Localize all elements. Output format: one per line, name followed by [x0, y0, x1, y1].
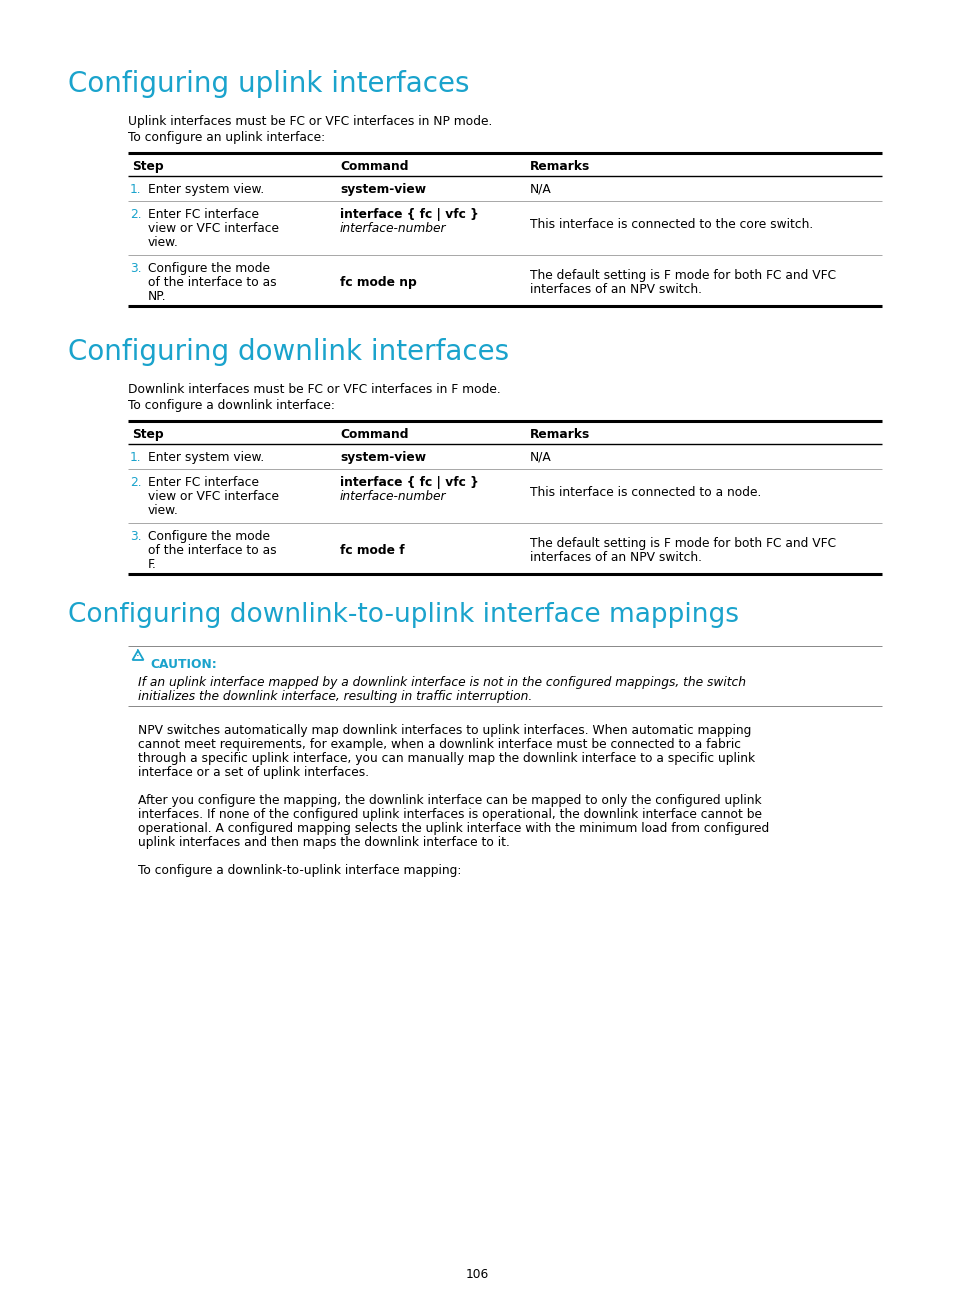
Text: CAUTION:: CAUTION: — [150, 658, 216, 671]
Text: interfaces of an NPV switch.: interfaces of an NPV switch. — [530, 283, 701, 295]
Text: Uplink interfaces must be FC or VFC interfaces in NP mode.: Uplink interfaces must be FC or VFC inte… — [128, 115, 492, 128]
Text: N/A: N/A — [530, 451, 551, 464]
Text: uplink interfaces and then maps the downlink interface to it.: uplink interfaces and then maps the down… — [138, 836, 509, 849]
Text: Configuring downlink interfaces: Configuring downlink interfaces — [68, 338, 509, 365]
Text: view.: view. — [148, 504, 178, 517]
Text: 1.: 1. — [130, 451, 141, 464]
Text: through a specific uplink interface, you can manually map the downlink interface: through a specific uplink interface, you… — [138, 752, 755, 765]
Text: system-view: system-view — [339, 183, 426, 196]
Text: NPV switches automatically map downlink interfaces to uplink interfaces. When au: NPV switches automatically map downlink … — [138, 724, 751, 737]
Text: Remarks: Remarks — [530, 159, 590, 172]
Text: operational. A configured mapping selects the uplink interface with the minimum : operational. A configured mapping select… — [138, 822, 768, 835]
Text: interfaces. If none of the configured uplink interfaces is operational, the down: interfaces. If none of the configured up… — [138, 807, 761, 820]
Text: of the interface to as: of the interface to as — [148, 544, 276, 557]
Text: system-view: system-view — [339, 451, 426, 464]
Text: After you configure the mapping, the downlink interface can be mapped to only th: After you configure the mapping, the dow… — [138, 794, 760, 807]
Text: Command: Command — [339, 428, 408, 441]
Text: This interface is connected to the core switch.: This interface is connected to the core … — [530, 218, 812, 231]
Text: cannot meet requirements, for example, when a downlink interface must be connect: cannot meet requirements, for example, w… — [138, 737, 740, 750]
Text: interface { fc | vfc }: interface { fc | vfc } — [339, 476, 478, 489]
Text: Enter FC interface: Enter FC interface — [148, 476, 258, 489]
Text: interface or a set of uplink interfaces.: interface or a set of uplink interfaces. — [138, 766, 369, 779]
Text: Enter FC interface: Enter FC interface — [148, 207, 258, 222]
Text: If an uplink interface mapped by a downlink interface is not in the configured m: If an uplink interface mapped by a downl… — [138, 677, 745, 689]
Text: The default setting is F mode for both FC and VFC: The default setting is F mode for both F… — [530, 537, 835, 550]
Text: fc mode f: fc mode f — [339, 544, 404, 557]
Text: interface-number: interface-number — [339, 222, 446, 235]
Text: N/A: N/A — [530, 183, 551, 196]
Text: interface-number: interface-number — [339, 490, 446, 503]
Text: Step: Step — [132, 428, 164, 441]
Text: Step: Step — [132, 159, 164, 172]
Text: Downlink interfaces must be FC or VFC interfaces in F mode.: Downlink interfaces must be FC or VFC in… — [128, 384, 500, 397]
Text: Command: Command — [339, 159, 408, 172]
Text: interfaces of an NPV switch.: interfaces of an NPV switch. — [530, 551, 701, 564]
Text: fc mode np: fc mode np — [339, 276, 416, 289]
Text: Enter system view.: Enter system view. — [148, 451, 264, 464]
Text: !: ! — [136, 649, 140, 658]
Text: To configure a downlink interface:: To configure a downlink interface: — [128, 399, 335, 412]
Text: The default setting is F mode for both FC and VFC: The default setting is F mode for both F… — [530, 270, 835, 283]
Text: To configure a downlink-to-uplink interface mapping:: To configure a downlink-to-uplink interf… — [138, 864, 461, 877]
Text: Configuring downlink-to-uplink interface mappings: Configuring downlink-to-uplink interface… — [68, 603, 739, 629]
Text: This interface is connected to a node.: This interface is connected to a node. — [530, 486, 760, 499]
Text: initializes the downlink interface, resulting in traffic interruption.: initializes the downlink interface, resu… — [138, 689, 532, 702]
Text: F.: F. — [148, 559, 156, 572]
Text: To configure an uplink interface:: To configure an uplink interface: — [128, 131, 325, 144]
Text: 1.: 1. — [130, 183, 141, 196]
Text: 3.: 3. — [130, 530, 141, 543]
Text: Remarks: Remarks — [530, 428, 590, 441]
Text: 2.: 2. — [130, 476, 141, 489]
Text: view.: view. — [148, 236, 178, 249]
Text: 3.: 3. — [130, 262, 141, 275]
Text: Configure the mode: Configure the mode — [148, 530, 270, 543]
Text: 2.: 2. — [130, 207, 141, 222]
Text: 106: 106 — [465, 1267, 488, 1280]
Text: Enter system view.: Enter system view. — [148, 183, 264, 196]
Text: of the interface to as: of the interface to as — [148, 276, 276, 289]
Text: view or VFC interface: view or VFC interface — [148, 490, 278, 503]
Text: NP.: NP. — [148, 290, 167, 303]
Text: Configuring uplink interfaces: Configuring uplink interfaces — [68, 70, 469, 98]
Text: view or VFC interface: view or VFC interface — [148, 222, 278, 235]
Text: Configure the mode: Configure the mode — [148, 262, 270, 275]
Text: interface { fc | vfc }: interface { fc | vfc } — [339, 207, 478, 222]
